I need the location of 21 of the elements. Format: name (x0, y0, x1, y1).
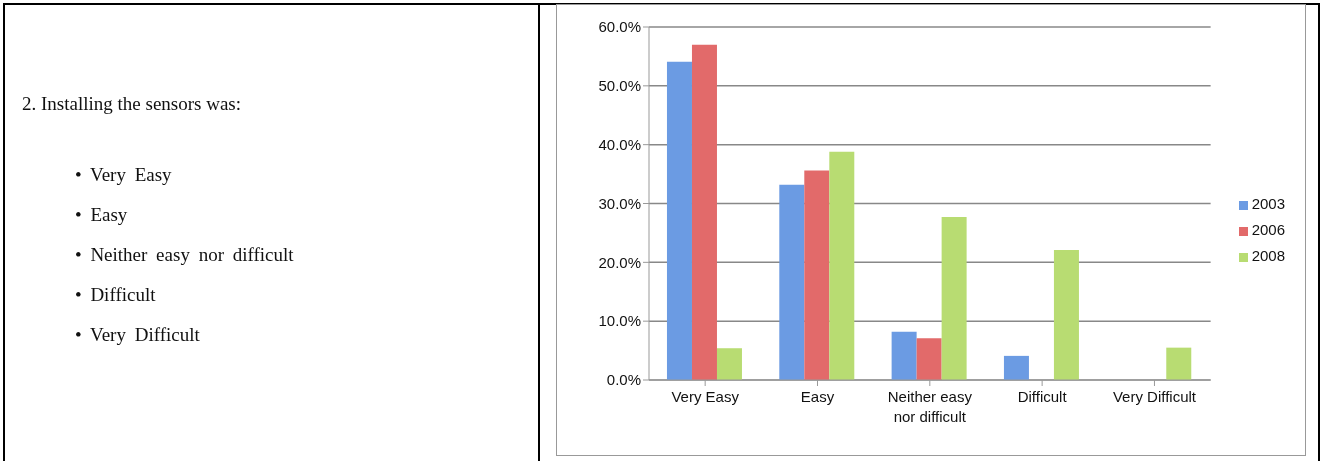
x-tick-label: Difficult (1017, 388, 1068, 405)
y-tick-label: 40.0% (598, 135, 641, 153)
y-tick-label: 60.0% (598, 18, 641, 36)
legend-label: 2006 (1251, 221, 1285, 238)
x-tick-label: Neither easy nor difficult (887, 388, 973, 425)
x-tick-label: Easy (800, 388, 835, 405)
x-tick-label: Very Difficult (1112, 388, 1197, 405)
text: • Easy (75, 203, 129, 227)
x-tick-label: Very Easy (671, 388, 740, 405)
legend-label: 2003 (1251, 195, 1285, 212)
y-tick-label: 30.0% (598, 194, 641, 212)
text: • Neither easy nor difficult (75, 243, 294, 267)
text: • Very Difficult (75, 323, 201, 347)
y-tick-label: 50.0% (598, 77, 641, 95)
text: • Very Easy (75, 163, 173, 187)
y-tick-label: 10.0% (598, 312, 641, 330)
text: 2. Installing the sensors was: (22, 93, 242, 115)
legend-label: 2008 (1251, 247, 1285, 264)
y-tick-label: 20.0% (598, 253, 641, 271)
text: • Difficult (75, 283, 157, 307)
y-tick-label: 0.0% (606, 371, 641, 389)
